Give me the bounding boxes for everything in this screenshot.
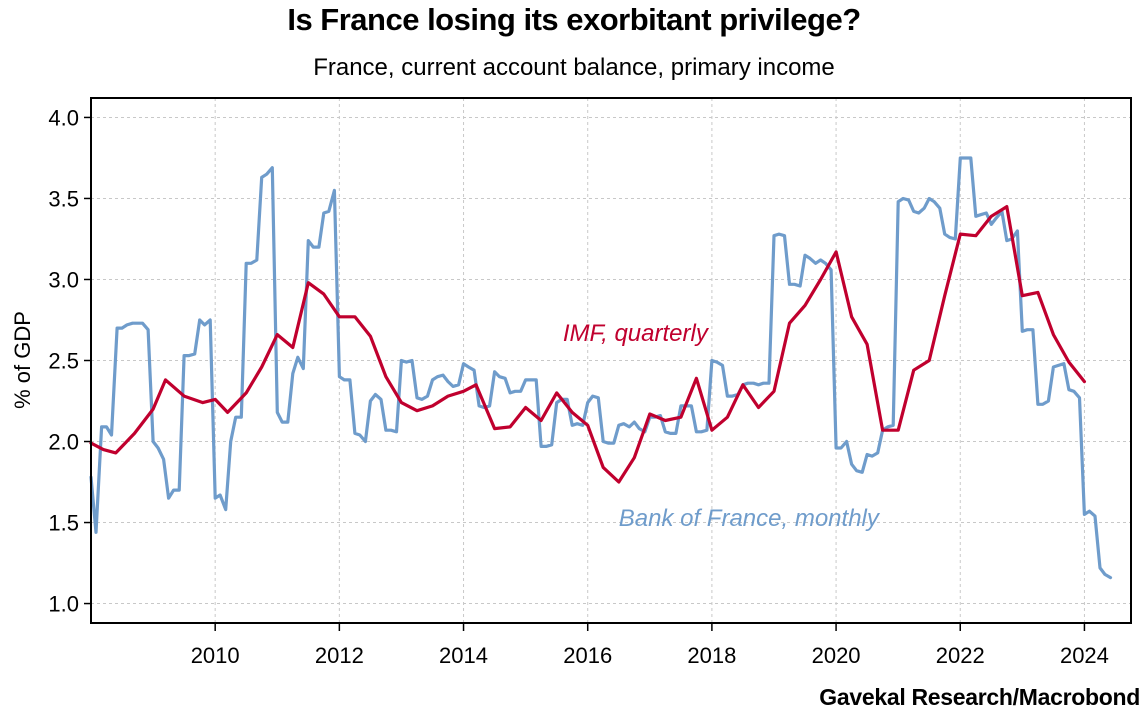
y-tick-label: 1.0 — [48, 592, 79, 617]
chart-title: Is France losing its exorbitant privileg… — [287, 2, 861, 37]
x-tick-label: 2016 — [563, 643, 612, 668]
series-line-bank-of-france-monthly — [89, 156, 1113, 580]
y-axis: 1.0 1.5 2.0 2.5 3.0 3.5 4.0 — [48, 105, 91, 617]
y-tick-label: 3.0 — [48, 267, 79, 292]
y-tick-label: 3.5 — [48, 186, 79, 211]
source-credit: Gavekal Research/Macrobond — [819, 684, 1140, 710]
x-tick-label: 2020 — [812, 643, 861, 668]
series-label-bank-of-france-monthly: Bank of France, monthly — [619, 505, 881, 532]
x-tick-label: 2022 — [936, 643, 985, 668]
y-tick-label: 1.5 — [48, 511, 79, 536]
series-lines — [89, 156, 1113, 580]
x-axis: 2010 2012 2014 2016 2018 2020 2022 2024 — [191, 623, 1109, 668]
y-tick-label: 2.0 — [48, 430, 79, 455]
series-label-imf-quarterly: IMF, quarterly — [563, 320, 710, 347]
x-tick-label: 2010 — [191, 643, 240, 668]
gridlines — [91, 98, 1131, 623]
chart-subtitle: France, current account balance, primary… — [313, 54, 835, 81]
x-tick-label: 2018 — [687, 643, 736, 668]
x-tick-label: 2024 — [1060, 643, 1109, 668]
y-tick-label: 2.5 — [48, 349, 79, 374]
series-labels: IMF, quarterly Bank of France, monthly — [563, 320, 881, 532]
y-tick-label: 4.0 — [48, 105, 79, 130]
x-tick-label: 2012 — [315, 643, 364, 668]
x-tick-label: 2014 — [439, 643, 488, 668]
series-line-imf-quarterly — [89, 205, 1086, 484]
y-axis-label: % of GDP — [10, 311, 35, 409]
